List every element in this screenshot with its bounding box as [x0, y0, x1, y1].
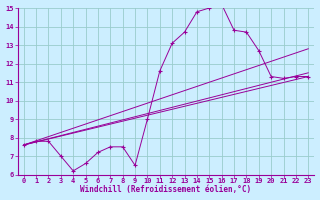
X-axis label: Windchill (Refroidissement éolien,°C): Windchill (Refroidissement éolien,°C) — [80, 185, 252, 194]
